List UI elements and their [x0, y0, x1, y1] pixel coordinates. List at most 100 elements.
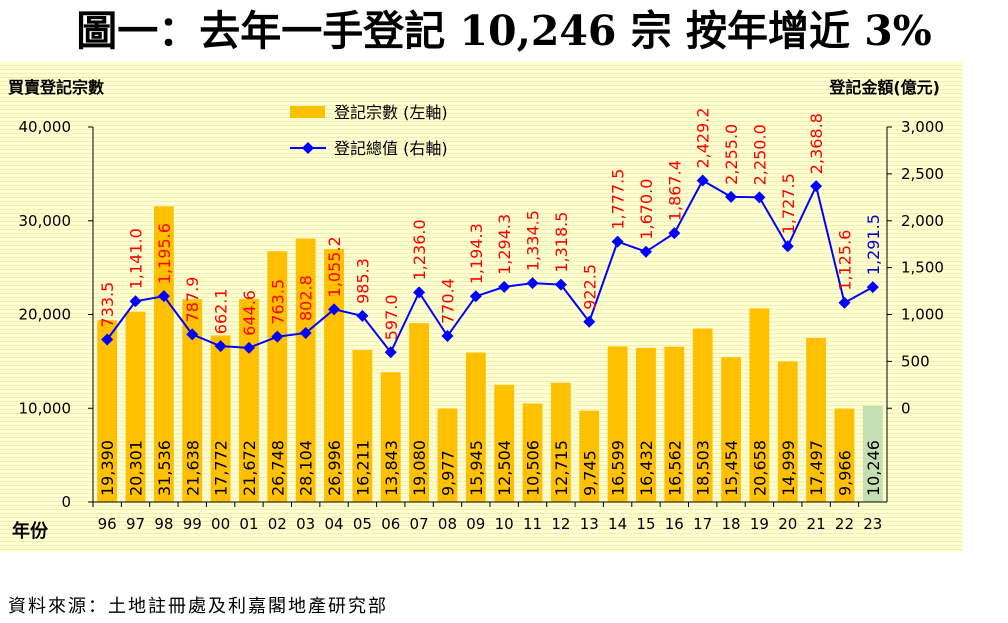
line-value-label: 1,055.2	[325, 236, 344, 297]
x-tick-label: 17	[693, 515, 712, 533]
total-value-line	[106, 179, 874, 355]
y-tick-label: 0	[61, 493, 71, 511]
bar	[607, 346, 628, 502]
bar-value-label: 13,843	[382, 440, 401, 496]
line-marker	[441, 330, 454, 343]
line-value-label: 1,867.4	[665, 160, 684, 221]
x-tick-label: 02	[268, 515, 287, 533]
bar-value-label: 12,504	[495, 440, 514, 496]
bar-value-label: 21,672	[240, 440, 259, 496]
chart-svg: 買賣登記宗數 登記金額(億元) 年份 0 10,000 20,000 30,000 40,00…	[8, 78, 944, 542]
line-value-label: 1,318.5	[552, 212, 571, 273]
line-value-label: 1,141.0	[127, 228, 146, 289]
line-value-label: 2,368.8	[807, 113, 826, 174]
line-marker	[838, 296, 851, 309]
bar	[636, 347, 656, 502]
bar-value-label: 9,977	[438, 450, 457, 496]
line-marker	[554, 278, 567, 291]
line-value-label: 770.4	[438, 278, 457, 324]
x-tick-label: 15	[636, 515, 655, 533]
chart-title: 圖一：去年一手登記 10,246 宗 按年增近 3%	[76, 7, 932, 55]
line-marker	[639, 245, 652, 258]
x-tick-label: 01	[239, 515, 258, 533]
line-value-label: 644.6	[240, 290, 259, 336]
line-marker	[299, 326, 312, 339]
x-tick-label: 09	[466, 515, 485, 533]
line-value-label: 1,727.5	[779, 173, 798, 234]
line-value-label: 1,236.0	[410, 219, 429, 280]
bar	[862, 405, 883, 502]
line-marker	[753, 191, 766, 204]
line-value-label: 1,670.0	[637, 179, 656, 240]
y-tick-label: 10,000	[19, 399, 72, 417]
line-value-label: 1,194.3	[467, 223, 486, 284]
line-marker	[356, 309, 369, 322]
line-marker	[469, 290, 482, 303]
y2-tick-label: 500	[901, 352, 930, 370]
bar-value-label: 19,080	[410, 440, 429, 496]
y2-axis-title: 登記金額(億元)	[828, 78, 940, 97]
bar	[806, 337, 827, 502]
y2-tick-label: 0	[901, 399, 911, 417]
line-marker	[866, 281, 879, 294]
legend-bar-label: 登記宗數 (左軸)	[334, 103, 448, 122]
x-tick-label: 21	[807, 515, 826, 533]
x-tick-label: 08	[438, 515, 457, 533]
line-marker	[810, 180, 823, 193]
source-note: 資料來源：土地註冊處及利嘉閣地產研究部	[8, 596, 388, 617]
bar	[494, 384, 515, 502]
x-tick-label: 23	[863, 515, 882, 533]
bar-value-label: 10,246	[864, 440, 883, 496]
bar-value-label: 19,390	[98, 440, 117, 496]
x-tick-label: 97	[126, 515, 145, 533]
bar-value-label: 20,301	[127, 440, 146, 496]
x-tick-label: 10	[495, 515, 514, 533]
line-value-label: 2,255.0	[722, 124, 741, 185]
bar	[239, 298, 259, 502]
bar-value-label: 17,497	[807, 440, 826, 496]
bar-value-label: 15,945	[467, 440, 486, 496]
x-tick-label: 12	[551, 515, 570, 533]
legend-line-label: 登記總值 (右軸)	[334, 139, 448, 158]
line-marker	[668, 227, 681, 240]
x-tick-label: 06	[381, 515, 400, 533]
bar	[522, 403, 543, 502]
line-value-label: 763.5	[268, 279, 287, 325]
line-marker	[157, 290, 170, 303]
bar	[125, 311, 146, 502]
y2-tick-label: 3,000	[901, 118, 944, 136]
bar	[437, 408, 458, 502]
bar	[749, 308, 770, 502]
x-tick-label: 16	[665, 515, 684, 533]
x-tick-label: 11	[523, 515, 542, 533]
bar	[465, 352, 486, 502]
x-tick-label: 19	[750, 515, 769, 533]
bar-value-label: 16,211	[353, 440, 372, 496]
line-marker	[413, 286, 426, 299]
bar	[409, 323, 430, 502]
bar	[352, 350, 373, 502]
y2-tick-label: 2,500	[901, 165, 944, 183]
x-tick-label: 99	[183, 515, 202, 533]
line-marker	[186, 328, 199, 341]
line-value-label: 787.9	[183, 277, 202, 323]
line-value-label: 802.8	[297, 275, 316, 321]
bar-value-label: 17,772	[212, 440, 231, 496]
line-marker	[725, 190, 738, 203]
x-tick-label: 98	[154, 515, 173, 533]
line-value-label: 662.1	[212, 288, 231, 334]
bar-value-label: 26,996	[325, 440, 344, 496]
bar-value-label: 14,999	[779, 440, 798, 496]
bar	[380, 372, 401, 502]
line-marker	[214, 340, 227, 353]
line-value-label: 1,294.3	[495, 214, 514, 275]
line-marker	[611, 235, 624, 248]
x-tick-label: 22	[835, 515, 854, 533]
x-tick-label: 13	[580, 515, 599, 533]
line-value-label: 597.0	[382, 294, 401, 340]
bar-value-label: 9,745	[580, 450, 599, 496]
bar-value-label: 20,658	[750, 440, 769, 496]
bar	[295, 238, 316, 502]
bar	[692, 328, 713, 502]
bar	[834, 408, 855, 502]
